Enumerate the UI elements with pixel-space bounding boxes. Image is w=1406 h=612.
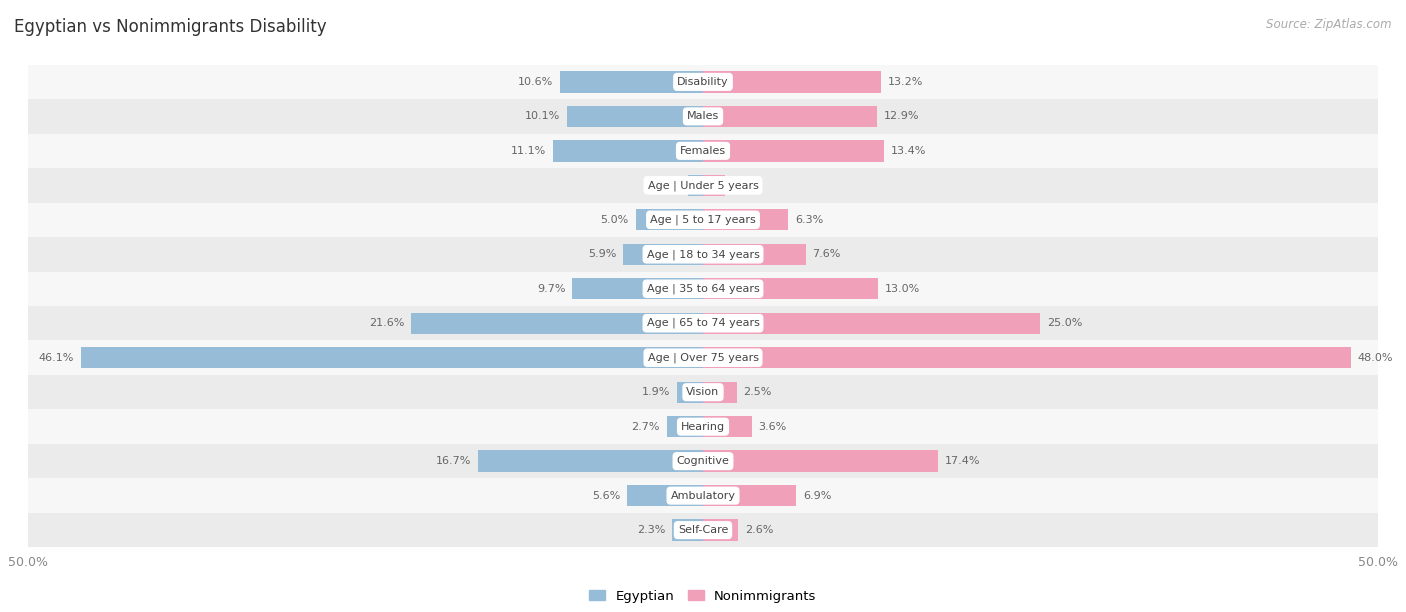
Text: 7.6%: 7.6% [813, 249, 841, 259]
Text: 3.6%: 3.6% [758, 422, 786, 431]
Bar [703, 174, 724, 196]
Text: Age | Over 75 years: Age | Over 75 years [648, 353, 758, 363]
Text: 17.4%: 17.4% [945, 456, 980, 466]
Bar [80, 347, 703, 368]
Bar [636, 209, 703, 231]
Bar [28, 237, 1378, 272]
Text: 16.7%: 16.7% [436, 456, 471, 466]
Bar [28, 340, 1378, 375]
Text: 21.6%: 21.6% [370, 318, 405, 328]
Text: 46.1%: 46.1% [38, 353, 75, 363]
Bar [572, 278, 703, 299]
Text: 5.0%: 5.0% [600, 215, 628, 225]
Bar [703, 416, 752, 438]
Bar [28, 168, 1378, 203]
Text: 48.0%: 48.0% [1358, 353, 1393, 363]
Bar [412, 313, 703, 334]
Text: 10.6%: 10.6% [517, 77, 553, 87]
Bar [672, 520, 703, 541]
Text: Source: ZipAtlas.com: Source: ZipAtlas.com [1267, 18, 1392, 31]
Bar [703, 450, 938, 472]
Bar [627, 485, 703, 506]
Bar [666, 416, 703, 438]
Text: Age | 35 to 64 years: Age | 35 to 64 years [647, 283, 759, 294]
Bar [478, 450, 703, 472]
Text: 5.6%: 5.6% [592, 491, 620, 501]
Text: Males: Males [688, 111, 718, 121]
Text: 1.6%: 1.6% [731, 181, 759, 190]
Text: Egyptian vs Nonimmigrants Disability: Egyptian vs Nonimmigrants Disability [14, 18, 326, 36]
Text: Disability: Disability [678, 77, 728, 87]
Bar [28, 99, 1378, 133]
Bar [28, 133, 1378, 168]
Text: Self-Care: Self-Care [678, 525, 728, 535]
Text: 9.7%: 9.7% [537, 284, 565, 294]
Bar [560, 71, 703, 92]
Text: 6.9%: 6.9% [803, 491, 831, 501]
Text: 2.6%: 2.6% [745, 525, 773, 535]
Text: 2.3%: 2.3% [637, 525, 665, 535]
Bar [678, 381, 703, 403]
Bar [703, 244, 806, 265]
Bar [28, 513, 1378, 547]
Bar [28, 306, 1378, 340]
Text: 1.9%: 1.9% [643, 387, 671, 397]
Bar [688, 174, 703, 196]
Bar [703, 313, 1040, 334]
Bar [703, 278, 879, 299]
Bar [703, 140, 884, 162]
Text: Females: Females [681, 146, 725, 156]
Bar [703, 106, 877, 127]
Bar [703, 347, 1351, 368]
Bar [567, 106, 703, 127]
Text: 10.1%: 10.1% [524, 111, 560, 121]
Text: Age | 18 to 34 years: Age | 18 to 34 years [647, 249, 759, 259]
Bar [28, 203, 1378, 237]
Text: 2.5%: 2.5% [744, 387, 772, 397]
Text: 2.7%: 2.7% [631, 422, 659, 431]
Legend: Egyptian, Nonimmigrants: Egyptian, Nonimmigrants [583, 584, 823, 608]
Text: 6.3%: 6.3% [794, 215, 823, 225]
Text: 5.9%: 5.9% [588, 249, 617, 259]
Text: Age | 5 to 17 years: Age | 5 to 17 years [650, 215, 756, 225]
Bar [28, 65, 1378, 99]
Bar [28, 272, 1378, 306]
Text: Cognitive: Cognitive [676, 456, 730, 466]
Bar [28, 409, 1378, 444]
Text: 13.0%: 13.0% [886, 284, 921, 294]
Bar [553, 140, 703, 162]
Text: Age | 65 to 74 years: Age | 65 to 74 years [647, 318, 759, 329]
Text: Ambulatory: Ambulatory [671, 491, 735, 501]
Text: Age | Under 5 years: Age | Under 5 years [648, 180, 758, 190]
Bar [623, 244, 703, 265]
Bar [703, 485, 796, 506]
Text: 13.4%: 13.4% [890, 146, 927, 156]
Bar [28, 375, 1378, 409]
Text: 13.2%: 13.2% [889, 77, 924, 87]
Text: Vision: Vision [686, 387, 720, 397]
Text: Hearing: Hearing [681, 422, 725, 431]
Bar [703, 520, 738, 541]
Text: 1.1%: 1.1% [654, 181, 682, 190]
Bar [703, 381, 737, 403]
Bar [703, 71, 882, 92]
Text: 11.1%: 11.1% [512, 146, 547, 156]
Text: 25.0%: 25.0% [1047, 318, 1083, 328]
Bar [703, 209, 787, 231]
Bar [28, 444, 1378, 479]
Bar [28, 479, 1378, 513]
Text: 12.9%: 12.9% [884, 111, 920, 121]
